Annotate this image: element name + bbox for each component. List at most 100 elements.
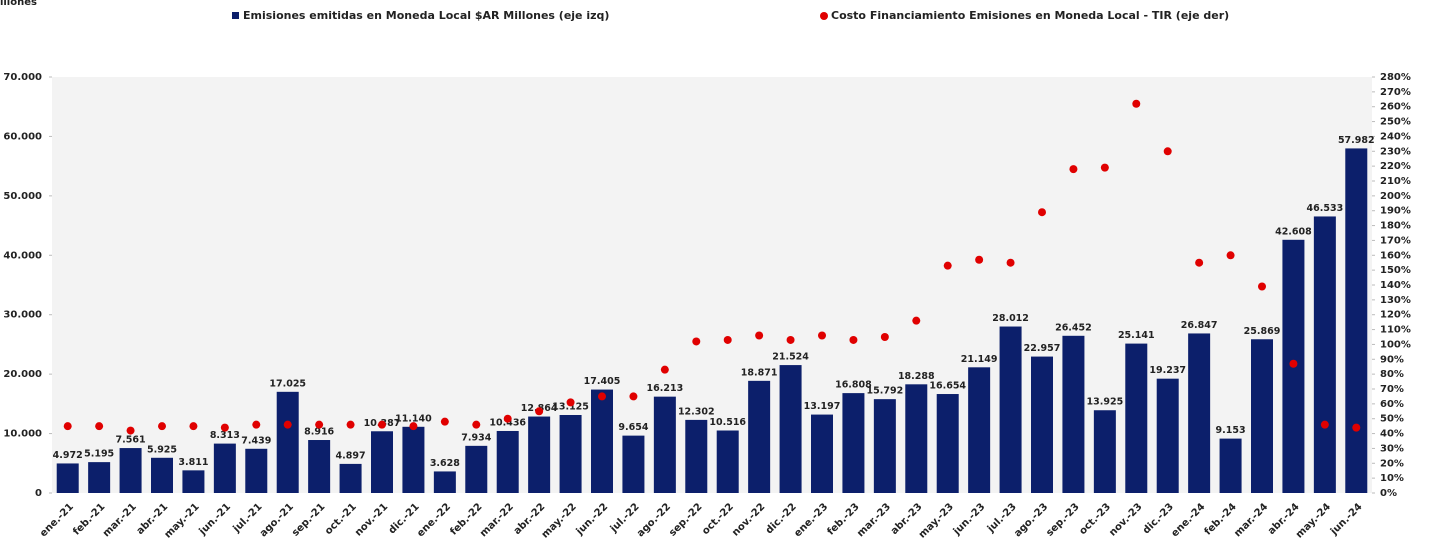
bar	[1125, 343, 1148, 493]
legend-label: Emisiones emitidas en Moneda Local $AR M…	[243, 9, 609, 22]
bar	[465, 445, 488, 493]
data-label: 22.957	[1024, 343, 1061, 354]
data-label: 12.302	[678, 406, 715, 417]
x-tick-label: nov.-22	[730, 501, 767, 538]
data-label: 21.149	[961, 354, 998, 365]
x-tick-label: ago.-21	[258, 501, 296, 539]
x-tick-label: ago.-22	[635, 501, 673, 539]
point	[440, 417, 449, 426]
data-label: 17.025	[269, 378, 306, 389]
x-tick-label: sep.-23	[1044, 501, 1081, 538]
data-label: 13.197	[804, 401, 841, 412]
y2-tick-label: 40%	[1380, 429, 1404, 440]
bar	[496, 430, 519, 493]
y2-tick-label: 50%	[1380, 414, 1404, 425]
point	[975, 255, 984, 264]
x-tick-label: may.-22	[540, 501, 579, 540]
point	[1163, 147, 1172, 156]
data-label: 26.452	[1055, 322, 1092, 333]
point	[346, 420, 355, 429]
bar	[968, 367, 991, 493]
bar	[1219, 438, 1242, 493]
data-label: 26.847	[1181, 320, 1218, 331]
y-tick-label: 0	[35, 488, 42, 499]
data-label: 16.213	[647, 383, 684, 394]
x-tick-label: nov.-23	[1107, 501, 1144, 538]
bar	[88, 462, 111, 493]
data-label: 13.925	[1087, 397, 1124, 408]
x-tick-label: mar.-22	[478, 501, 516, 539]
data-label: 18.288	[898, 371, 935, 382]
data-label: 16.654	[929, 381, 966, 392]
point	[189, 422, 198, 431]
data-label: 10.436	[489, 417, 526, 428]
point	[1195, 258, 1204, 267]
bar	[1188, 333, 1211, 493]
x-tick-label: ene.-22	[415, 501, 453, 539]
data-label: 8.313	[210, 430, 240, 441]
data-label: 4.972	[53, 450, 83, 461]
y-tick-label: 60.000	[3, 131, 42, 142]
data-label: 15.792	[867, 386, 904, 397]
y2-tick-label: 230%	[1380, 146, 1411, 157]
y2-tick-label: 190%	[1380, 206, 1411, 217]
bar	[591, 389, 613, 493]
bar	[245, 448, 268, 493]
plot-area	[52, 77, 1372, 493]
point	[409, 422, 418, 431]
point	[1038, 208, 1046, 217]
y2-tick-label: 90%	[1380, 354, 1404, 365]
bar	[213, 443, 236, 493]
y2-tick-label: 60%	[1380, 399, 1404, 410]
point	[598, 392, 606, 401]
x-tick-label: mar.-23	[855, 501, 893, 539]
point	[818, 331, 826, 340]
x-tick-label: jun.-21	[197, 501, 233, 537]
point	[1258, 282, 1266, 291]
bar	[936, 394, 959, 493]
point	[1226, 251, 1235, 260]
y2-tick-label: 180%	[1380, 221, 1411, 232]
y2-tick-label: 140%	[1380, 280, 1411, 291]
x-tick-label: sep.-21	[290, 501, 327, 538]
bar	[1251, 339, 1273, 493]
y2-tick-label: 0%	[1380, 488, 1397, 499]
point	[63, 422, 72, 431]
x-tick-label: may.-21	[163, 501, 202, 540]
data-label: 7.439	[241, 435, 271, 446]
bar	[653, 396, 676, 493]
point	[1006, 258, 1015, 267]
y2-tick-label: 110%	[1380, 325, 1411, 336]
bar	[622, 435, 645, 493]
y2-tick-label: 150%	[1380, 265, 1411, 276]
y-tick-label: 50.000	[3, 191, 42, 202]
point	[692, 337, 701, 346]
y2-tick-label: 120%	[1380, 310, 1411, 321]
bar	[811, 414, 833, 493]
point	[535, 407, 544, 416]
y-tick-label: 30.000	[3, 310, 42, 321]
legend-swatch	[820, 12, 828, 20]
y-tick-label: 70.000	[3, 72, 42, 83]
y2-tick-label: 210%	[1380, 176, 1411, 187]
point	[912, 316, 921, 325]
data-label: 16.808	[835, 380, 872, 391]
data-label: 3.628	[430, 458, 460, 469]
point	[283, 420, 292, 429]
data-label: 18.871	[741, 367, 778, 378]
data-label: 46.533	[1307, 203, 1344, 214]
point	[1320, 420, 1329, 429]
data-label: 9.654	[618, 422, 648, 433]
point	[158, 422, 166, 431]
x-tick-label: ene.-21	[38, 501, 76, 539]
x-tick-label: jun.-23	[951, 501, 987, 537]
data-label: 3.811	[178, 457, 208, 468]
bar	[1093, 410, 1116, 493]
y2-tick-label: 20%	[1380, 458, 1404, 469]
bar	[433, 471, 456, 493]
y2-tick-label: 80%	[1380, 369, 1404, 380]
data-label: 21.524	[772, 352, 809, 363]
point	[1069, 165, 1078, 174]
point	[943, 261, 952, 270]
